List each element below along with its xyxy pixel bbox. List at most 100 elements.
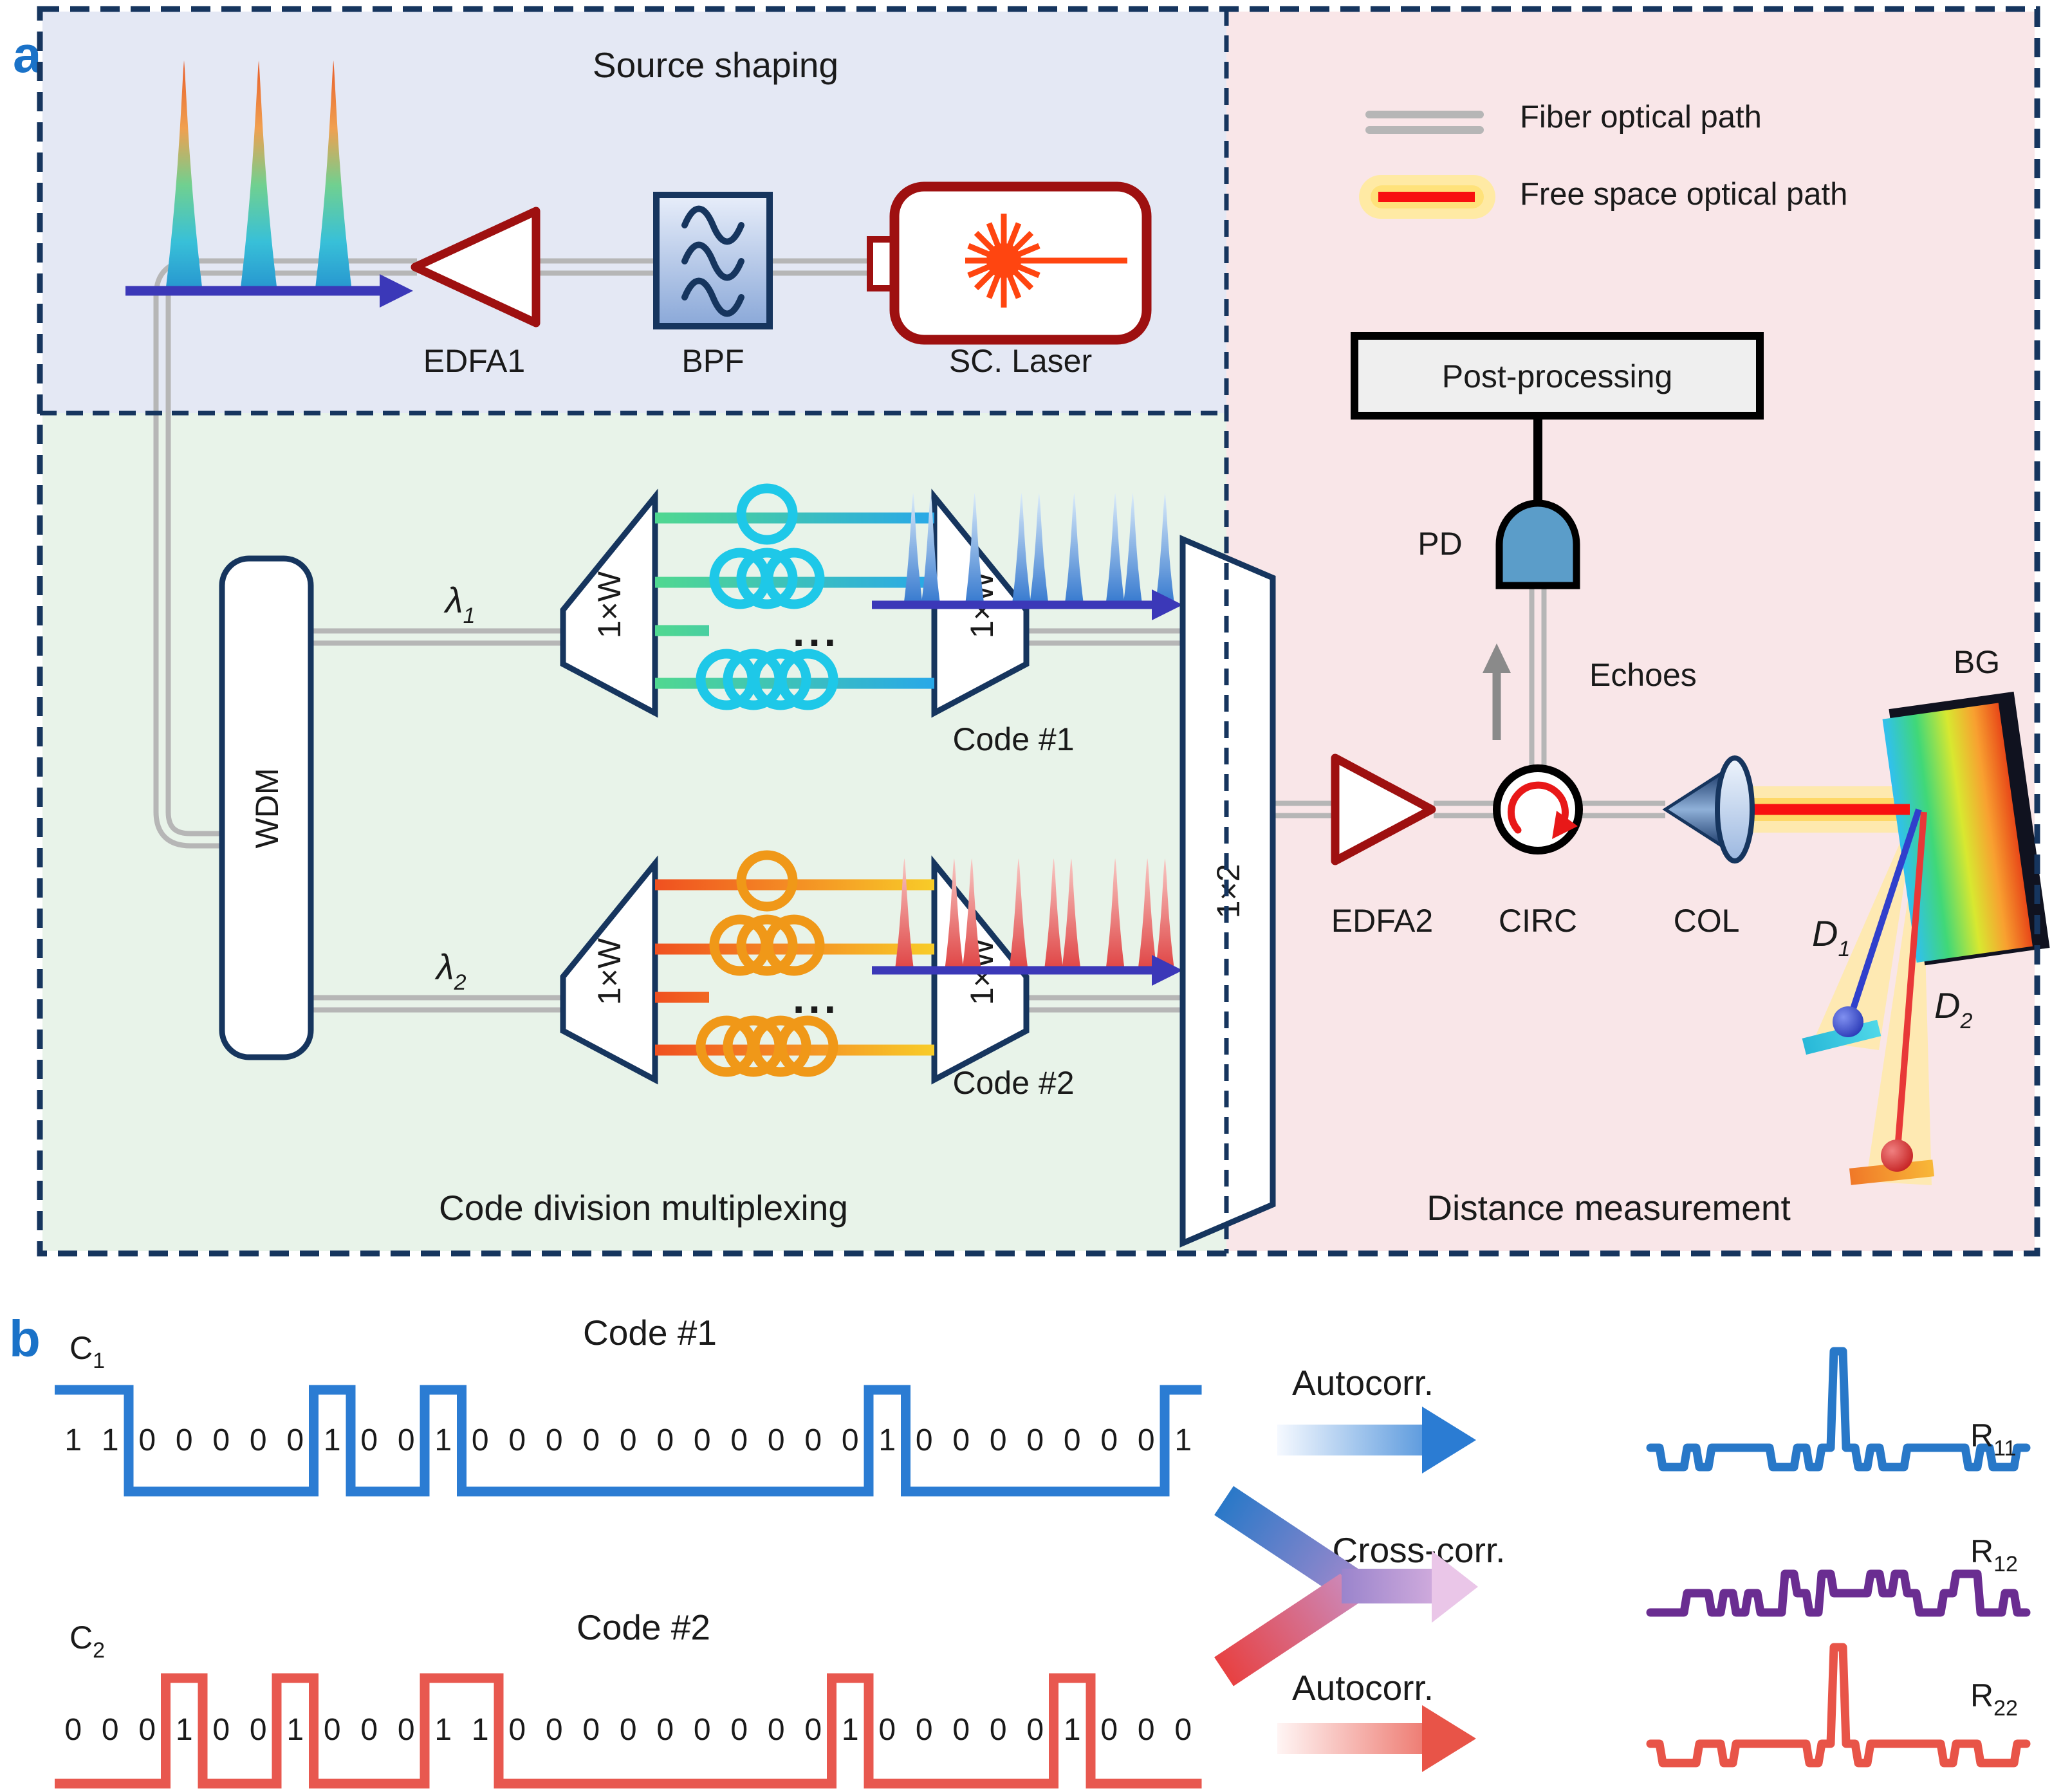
correlation-curve bbox=[1646, 1643, 2031, 1768]
code-bit: 0 bbox=[694, 1713, 711, 1747]
edfa2-label: EDFA2 bbox=[1331, 903, 1433, 939]
fiber-coil bbox=[750, 1015, 811, 1077]
code-bit: 0 bbox=[360, 1423, 378, 1457]
autocorr1-arrow bbox=[1277, 1425, 1424, 1455]
circ-label: CIRC bbox=[1499, 903, 1577, 939]
code-bit: 0 bbox=[694, 1423, 711, 1457]
code-bit: 0 bbox=[656, 1713, 674, 1747]
dashed-borders bbox=[37, 6, 2040, 1257]
autocorr1-arrowhead bbox=[1422, 1407, 1476, 1473]
code-bit: 1 bbox=[286, 1713, 304, 1747]
d1-beam bbox=[1845, 808, 1922, 1026]
code-bit: 0 bbox=[212, 1423, 230, 1457]
pulse-peak bbox=[1044, 858, 1063, 966]
code-bit: 0 bbox=[1174, 1713, 1192, 1747]
crosscorr-label: Cross-corr. bbox=[1333, 1530, 1506, 1570]
pulse-peak bbox=[1156, 493, 1174, 601]
pulse-peak bbox=[904, 493, 923, 601]
legend: Fiber optical path Free space optical pa… bbox=[1359, 100, 1847, 219]
autocorr2-arrowhead bbox=[1422, 1705, 1476, 1772]
source-pulses bbox=[166, 60, 352, 287]
c1-label: C1 bbox=[69, 1330, 105, 1373]
source-pulse-train bbox=[125, 60, 413, 308]
code-bit: 0 bbox=[508, 1423, 526, 1457]
fiber-coil bbox=[763, 914, 825, 976]
code-bit: 0 bbox=[730, 1423, 748, 1457]
code-bit: 0 bbox=[582, 1423, 600, 1457]
autocorr1-label: Autocorr. bbox=[1292, 1363, 1434, 1403]
pulse-peak bbox=[1138, 858, 1157, 966]
target1-ball bbox=[1833, 1006, 1863, 1037]
code-bit: 1 bbox=[176, 1713, 193, 1747]
fiber-coil bbox=[736, 483, 798, 545]
code-bit: 0 bbox=[916, 1423, 933, 1457]
legend-freespace-label: Free space optical path bbox=[1520, 177, 1847, 212]
lambda2-delay-coils bbox=[655, 850, 934, 1077]
code-bit: 1 bbox=[64, 1423, 82, 1457]
pulse-peak bbox=[1062, 858, 1080, 966]
code-bit: 1 bbox=[1174, 1423, 1192, 1457]
code-bit: 0 bbox=[730, 1713, 748, 1747]
code1-label-a: Code #1 bbox=[952, 721, 1074, 757]
d2-beam bbox=[1894, 811, 1927, 1159]
pulse-peak bbox=[895, 858, 914, 966]
code-bit: 1 bbox=[842, 1713, 859, 1747]
panel-b-letter: b bbox=[9, 1310, 41, 1367]
code1-waveform bbox=[55, 1385, 1202, 1497]
sc-laser-icon bbox=[867, 181, 1152, 345]
code-bit: 0 bbox=[768, 1423, 785, 1457]
pulse-peak bbox=[166, 60, 202, 287]
code-bit: 0 bbox=[212, 1713, 230, 1747]
pulse-peak bbox=[1106, 858, 1125, 966]
code-bit: 0 bbox=[1026, 1423, 1044, 1457]
fiber-coil bbox=[736, 548, 798, 609]
pulse-peak bbox=[1009, 858, 1028, 966]
code-bit: 0 bbox=[990, 1423, 1007, 1457]
code-bit: 0 bbox=[1100, 1713, 1118, 1747]
code-bit: 0 bbox=[176, 1423, 193, 1457]
code-bit: 0 bbox=[1100, 1423, 1118, 1457]
code-bit: 0 bbox=[324, 1713, 341, 1747]
d1-label: D1 bbox=[1812, 913, 1850, 961]
edfa1-icon bbox=[411, 207, 541, 328]
autocorr2-label: Autocorr. bbox=[1292, 1668, 1434, 1708]
correlation-curve bbox=[1646, 1569, 2031, 1617]
d1-beam-glow bbox=[1813, 806, 1916, 1050]
c2-label: C2 bbox=[69, 1620, 105, 1663]
col-label: COL bbox=[1674, 903, 1740, 939]
fiber-coil bbox=[736, 850, 798, 912]
code-bit: 0 bbox=[102, 1713, 119, 1747]
code-bit: 0 bbox=[620, 1713, 637, 1747]
code-square-wave bbox=[55, 1673, 1202, 1789]
code-bit: 0 bbox=[508, 1713, 526, 1747]
wdm-box bbox=[219, 555, 314, 1060]
code2-waveform bbox=[55, 1673, 1202, 1789]
r12-label: R12 bbox=[1970, 1533, 2018, 1576]
code-bit: 0 bbox=[546, 1713, 563, 1747]
code-bit: 1 bbox=[878, 1423, 896, 1457]
pulse-peak bbox=[1030, 493, 1048, 601]
code-bit: 0 bbox=[398, 1713, 415, 1747]
collimator-lens bbox=[1715, 755, 1755, 864]
d2-label: D2 bbox=[1934, 985, 1972, 1033]
sc-laser-label: SC. Laser bbox=[949, 343, 1092, 379]
pulse-peak bbox=[1106, 493, 1125, 601]
photodetector-icon bbox=[1495, 499, 1580, 589]
bg-label: BG bbox=[1954, 644, 2000, 680]
lambda1-delay-coils bbox=[655, 483, 934, 710]
fiber-coil bbox=[777, 1015, 838, 1077]
fiber-coil bbox=[736, 914, 798, 976]
code-bit: 0 bbox=[1026, 1713, 1044, 1747]
edfa2-icon bbox=[1331, 753, 1436, 865]
code-bit: 0 bbox=[656, 1423, 674, 1457]
fiber-coil bbox=[777, 649, 838, 710]
code-bit: 0 bbox=[620, 1423, 637, 1457]
code-bit: 0 bbox=[768, 1713, 785, 1747]
pulse-peak bbox=[1123, 493, 1142, 601]
echoes-label: Echoes bbox=[1589, 657, 1697, 693]
pulse-peak bbox=[963, 858, 981, 966]
code1-title: Code #1 bbox=[583, 1313, 717, 1353]
